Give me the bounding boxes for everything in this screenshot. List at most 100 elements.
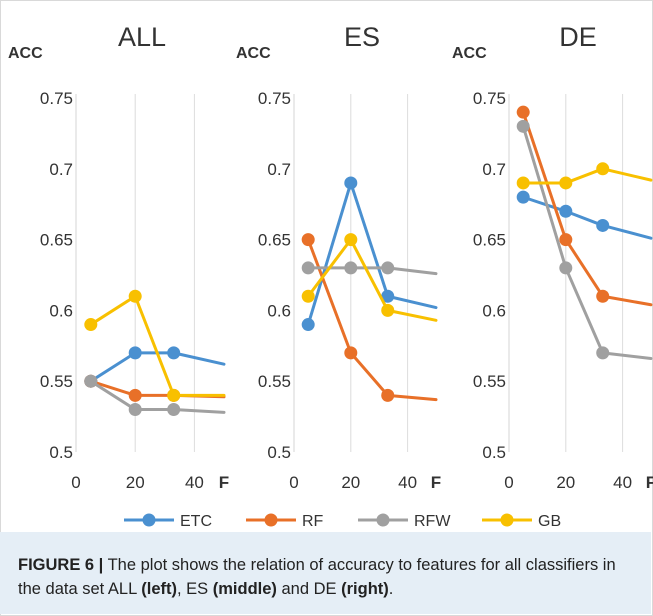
y-tick-all-0-7: 0.7 — [49, 160, 73, 179]
x-axis-label-all: F — [219, 473, 229, 492]
data-point-es-gb-2 — [381, 303, 395, 317]
y-tick-all-0-55: 0.55 — [40, 372, 73, 391]
series-line-es-rf — [306, 238, 438, 402]
chart-area: ALL ACC 0.5 0.55 0.6 0.65 0.7 0.75 0 20 40 F ES ACC 0.… — [8, 22, 653, 530]
data-point-es-rfw-2 — [381, 261, 395, 275]
data-point-de-gb-2 — [596, 162, 610, 176]
y-axis-label-es: ACC — [236, 45, 271, 62]
legend-label-rfw: RFW — [414, 513, 451, 530]
caption-label: FIGURE 6 | — [18, 556, 104, 574]
data-point-es-etc-1 — [344, 176, 358, 190]
legend-label-rf: RF — [302, 513, 324, 530]
caption-text-part2: , ES — [176, 580, 213, 598]
caption-left: (left) — [141, 580, 177, 598]
data-point-es-etc-0 — [301, 318, 315, 332]
panel-es: ES ACC 0.5 0.55 0.6 0.65 0.7 0.75 0 20 40 F — [236, 22, 441, 492]
data-point-es-rfw-0 — [301, 261, 315, 275]
y-tick-es-0-75: 0.75 — [258, 89, 291, 108]
x-tick-es-40: 40 — [398, 473, 417, 492]
data-point-all-rf-1 — [128, 388, 142, 402]
y-tick-de-0-7: 0.7 — [482, 160, 506, 179]
data-point-all-rfw-2 — [167, 403, 181, 417]
data-point-de-rf-0 — [516, 105, 530, 119]
data-point-de-etc-2 — [596, 218, 610, 232]
figure-caption: FIGURE 6 | The plot shows the relation o… — [18, 553, 638, 601]
y-tick-de-0-55: 0.55 — [473, 372, 506, 391]
chart-panels: ALL ACC 0.5 0.55 0.6 0.65 0.7 0.75 0 20 40 F ES ACC 0.… — [8, 22, 653, 492]
data-point-es-rf-2 — [381, 388, 395, 402]
data-point-de-gb-0 — [516, 176, 530, 190]
caption-right: (right) — [341, 580, 389, 598]
series-line-es-etc — [306, 181, 438, 327]
data-point-all-gb-2 — [167, 388, 181, 402]
y-tick-es-0-65: 0.65 — [258, 231, 291, 250]
legend-label-etc: ETC — [180, 513, 212, 530]
data-point-de-rfw-1 — [559, 261, 573, 275]
data-point-de-etc-0 — [516, 190, 530, 204]
y-tick-all-0-75: 0.75 — [40, 89, 73, 108]
series-line-de-rfw — [521, 124, 653, 361]
series-line-all-gb — [89, 294, 226, 397]
series-line-all-etc — [89, 351, 226, 383]
data-point-all-gb-1 — [128, 289, 142, 303]
x-axis-label-de: F — [646, 473, 653, 492]
legend-marker-rf — [264, 513, 278, 527]
y-tick-es-0-55: 0.55 — [258, 372, 291, 391]
caption-middle: (middle) — [212, 580, 277, 598]
data-point-de-rfw-0 — [516, 119, 530, 133]
data-point-es-gb-0 — [301, 289, 315, 303]
data-point-de-etc-1 — [559, 204, 573, 218]
y-tick-es-0-7: 0.7 — [267, 160, 291, 179]
data-point-es-etc-2 — [381, 289, 395, 303]
data-point-de-rf-1 — [559, 233, 573, 247]
caption-text-part3: and DE — [276, 580, 342, 598]
x-axis-label-es: F — [431, 473, 441, 492]
series-line-all-rfw — [89, 379, 226, 414]
x-tick-es-20: 20 — [341, 473, 360, 492]
y-tick-all-0-65: 0.65 — [40, 231, 73, 250]
chart-title-es: ES — [344, 22, 380, 52]
data-point-es-rfw-1 — [344, 261, 358, 275]
y-tick-de-0-6: 0.6 — [482, 301, 506, 320]
y-tick-all-0-5: 0.5 — [49, 443, 73, 462]
series-line-de-gb — [521, 167, 653, 185]
data-point-es-rf-1 — [344, 346, 358, 360]
data-point-all-etc-1 — [128, 346, 142, 360]
x-tick-all-20: 20 — [126, 473, 145, 492]
series-line-es-gb — [306, 238, 438, 322]
caption-text-part1: The plot shows the relation of accuracy … — [18, 556, 616, 598]
y-tick-de-0-75: 0.75 — [473, 89, 506, 108]
x-tick-de-40: 40 — [613, 473, 632, 492]
panel-all: ALL ACC 0.5 0.55 0.6 0.65 0.7 0.75 0 20 40 F — [8, 22, 229, 492]
y-axis-label-all: ACC — [8, 45, 43, 62]
legend-marker-etc — [142, 513, 156, 527]
chart-title-all: ALL — [118, 22, 166, 52]
panel-de: DE ACC 0.5 0.55 0.6 0.65 0.7 0.75 0 20 40 F — [452, 22, 653, 492]
caption-box — [0, 532, 651, 614]
y-tick-all-0-6: 0.6 — [49, 301, 73, 320]
x-tick-all-40: 40 — [185, 473, 204, 492]
series-line-de-etc — [521, 195, 653, 240]
caption-end: . — [388, 580, 394, 598]
data-point-all-etc-2 — [167, 346, 181, 360]
data-point-de-rfw-2 — [596, 346, 610, 360]
x-tick-all-0: 0 — [71, 473, 80, 492]
series-line-de-rf — [521, 110, 653, 307]
x-tick-es-0: 0 — [289, 473, 298, 492]
y-tick-es-0-5: 0.5 — [267, 443, 291, 462]
chart-legend: ETC RF RFW GB — [124, 513, 561, 530]
legend-marker-gb — [500, 513, 514, 527]
data-point-all-rfw-0 — [84, 374, 98, 388]
data-point-es-gb-1 — [344, 233, 358, 247]
data-point-all-gb-0 — [84, 318, 98, 332]
legend-label-gb: GB — [538, 513, 561, 530]
chart-title-de: DE — [559, 22, 597, 52]
legend-marker-rfw — [376, 513, 390, 527]
x-tick-de-20: 20 — [556, 473, 575, 492]
y-axis-label-de: ACC — [452, 45, 487, 62]
data-point-de-gb-1 — [559, 176, 573, 190]
y-tick-de-0-65: 0.65 — [473, 231, 506, 250]
y-tick-de-0-5: 0.5 — [482, 443, 506, 462]
data-point-all-rfw-1 — [128, 403, 142, 417]
y-tick-es-0-6: 0.6 — [267, 301, 291, 320]
